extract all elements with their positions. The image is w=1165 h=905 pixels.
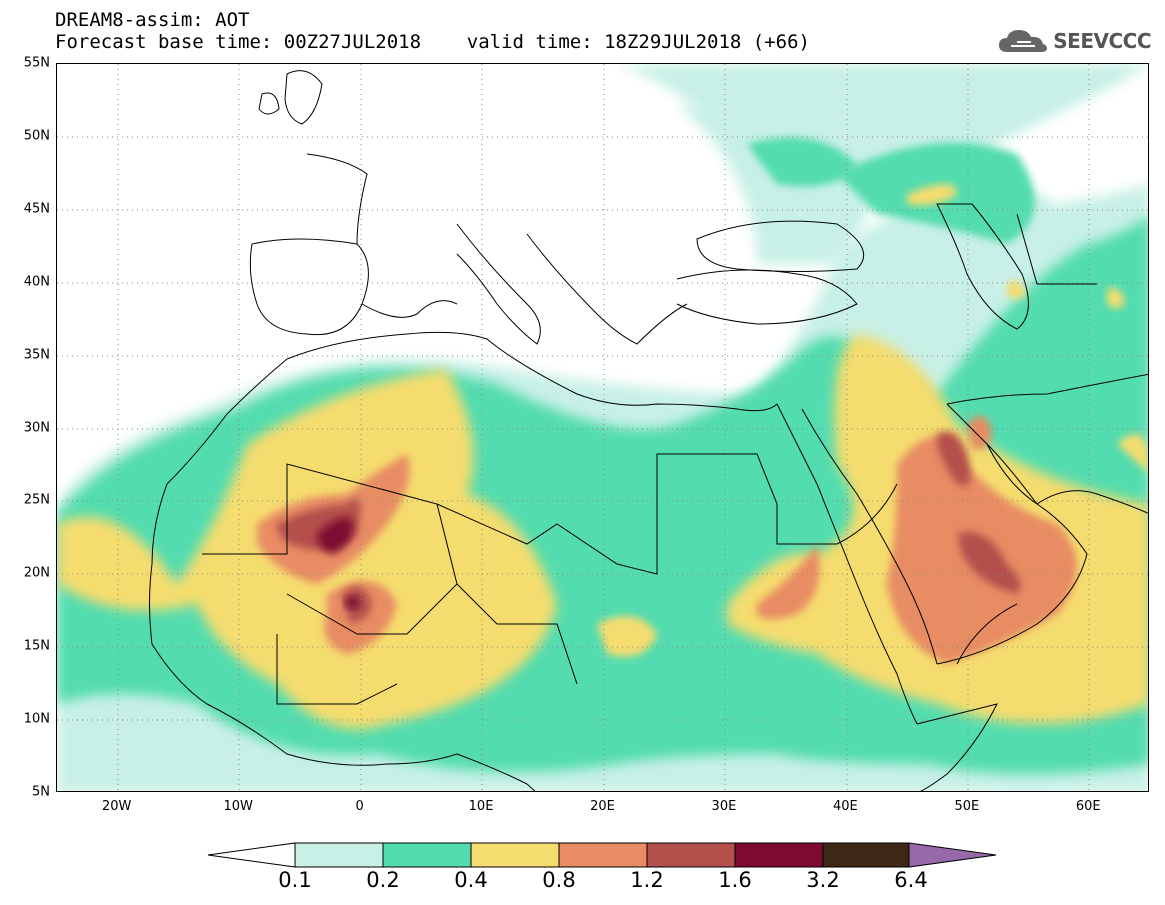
colorbar-label: 1.2 [630, 868, 664, 892]
longitude-label: 20W [102, 799, 132, 814]
longitude-label: 60E [1075, 799, 1101, 814]
colorbar-bin-0.4 [470, 842, 560, 868]
latitude-label: 10N [23, 711, 50, 727]
colorbar-label: 6.4 [894, 868, 928, 892]
latitude-label: 35N [23, 347, 50, 363]
logo-text: SEEVCCC [1053, 29, 1151, 53]
colorbar [207, 842, 997, 868]
longitude-label: 0 [355, 799, 364, 814]
latitude-label: 45N [23, 201, 50, 217]
latitude-label: 30N [23, 420, 50, 435]
latitude-label: 40N [23, 274, 50, 290]
longitude-label: 40E [832, 799, 858, 814]
longitude-label: 30E [711, 799, 737, 814]
colorbar-label: 0.4 [454, 868, 488, 892]
colorbar-bin-1.2 [646, 842, 736, 868]
map-title: DREAM8-assim: AOT [55, 9, 250, 31]
latitude-label: 25N [23, 492, 50, 508]
latitude-label: 55N [23, 55, 50, 71]
aot-band-1.6 [317, 518, 361, 610]
aot-field [57, 64, 1148, 791]
seevccc-logo: SEEVCCC [997, 26, 1151, 56]
map-panel [56, 63, 1149, 792]
latitude-label: 5N [32, 784, 50, 800]
grid-lines [57, 64, 1148, 791]
longitude-label: 20E [590, 799, 615, 814]
aot-map [57, 64, 1148, 791]
colorbar-label: 0.1 [278, 868, 312, 892]
colorbar-label: 0.2 [366, 868, 400, 892]
colorbar-over-arrow [908, 842, 997, 868]
colorbar-bin-1.6 [734, 842, 824, 868]
longitude-label: 50E [954, 799, 980, 814]
colorbar-bin-0.2 [382, 842, 472, 868]
colorbar-bin-3.2 [822, 842, 910, 868]
latitude-label: 50N [23, 128, 50, 144]
colorbar-label: 1.6 [718, 868, 752, 892]
colorbar-label: 3.2 [806, 868, 840, 892]
cloud-icon [999, 30, 1048, 52]
coastlines-and-borders [149, 70, 1148, 791]
latitude-label: 15N [23, 638, 50, 654]
forecast-time-subtitle: Forecast base time: 00Z27JUL2018 valid t… [55, 31, 810, 53]
longitude-label: 10W [223, 799, 253, 814]
colorbar-label: 0.8 [542, 868, 576, 892]
colorbar-under-arrow [207, 842, 296, 868]
longitude-label: 10E [468, 799, 494, 814]
latitude-label: 20N [23, 565, 50, 581]
colorbar-bin-0.1 [294, 842, 384, 868]
colorbar-bin-0.8 [558, 842, 648, 868]
